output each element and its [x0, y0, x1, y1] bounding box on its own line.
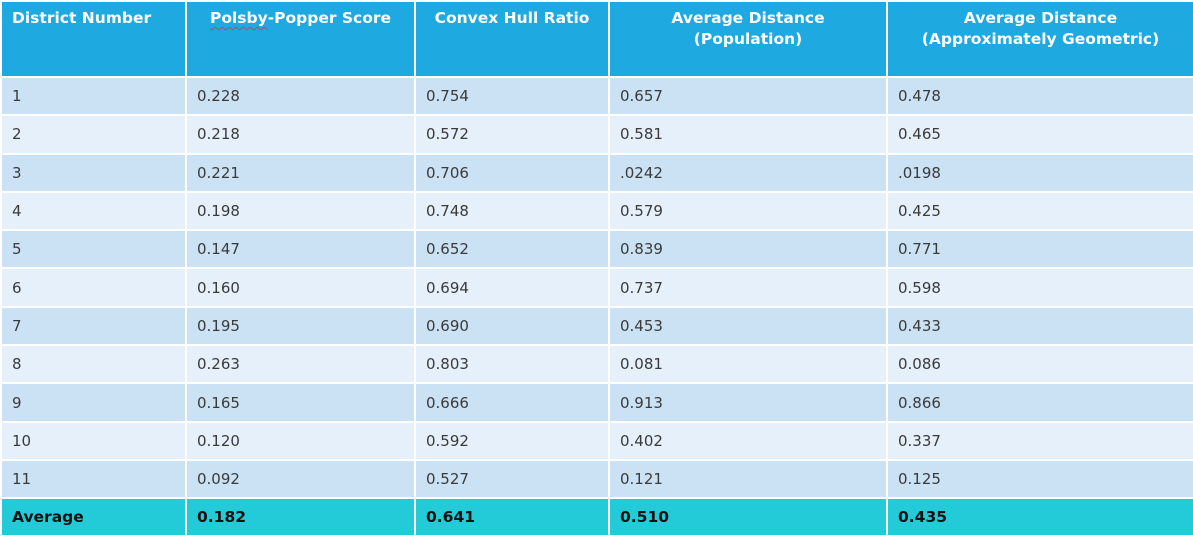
table-row: 11 0.092 0.527 0.121 0.125: [0, 458, 1193, 500]
convex-hull-cell: 0.690: [414, 305, 610, 347]
table-row: 9 0.165 0.666 0.913 0.866: [0, 382, 1193, 423]
average-polsby-popper-cell: 0.182: [185, 497, 416, 537]
table-footer: Average 0.182 0.641 0.510 0.435: [0, 497, 1193, 537]
convex-hull-cell: 0.754: [414, 75, 610, 117]
convex-hull-cell: 0.572: [414, 114, 610, 155]
avg-distance-population-cell: 0.121: [608, 458, 888, 500]
table-row: 2 0.218 0.572 0.581 0.465: [0, 114, 1193, 155]
avg-distance-geometric-cell: 0.478: [886, 75, 1193, 117]
table-row: 10 0.120 0.592 0.402 0.337: [0, 420, 1193, 461]
avg-distance-population-cell: 0.913: [608, 382, 888, 423]
polsby-popper-cell: 0.092: [185, 458, 416, 500]
convex-hull-cell: 0.592: [414, 420, 610, 461]
col-header-average-distance-population: Average Distance (Population): [608, 0, 888, 78]
col-header-convex-hull-ratio: Convex Hull Ratio: [414, 0, 610, 78]
col-header-district-number: District Number: [0, 0, 187, 78]
district-number-cell: 10: [0, 420, 187, 461]
district-number-cell: 1: [0, 75, 187, 117]
avg-distance-geometric-cell: 0.598: [886, 267, 1193, 308]
avg-distance-population-cell: 0.453: [608, 305, 888, 347]
convex-hull-cell: 0.706: [414, 152, 610, 193]
convex-hull-cell: 0.694: [414, 267, 610, 308]
polsby-popper-cell: 0.198: [185, 190, 416, 232]
table-row: 5 0.147 0.652 0.839 0.771: [0, 229, 1193, 270]
polsby-popper-cell: 0.218: [185, 114, 416, 155]
district-number-cell: 4: [0, 190, 187, 232]
district-number-cell: 11: [0, 458, 187, 500]
avg-distance-geometric-cell: 0.465: [886, 114, 1193, 155]
district-number-cell: 6: [0, 267, 187, 308]
table-row: 7 0.195 0.690 0.453 0.433: [0, 305, 1193, 347]
convex-hull-cell: 0.652: [414, 229, 610, 270]
table-row: 1 0.228 0.754 0.657 0.478: [0, 75, 1193, 117]
district-number-cell: 7: [0, 305, 187, 347]
average-convex-hull-cell: 0.641: [414, 497, 610, 537]
avg-distance-population-cell: 0.657: [608, 75, 888, 117]
average-row: Average 0.182 0.641 0.510 0.435: [0, 497, 1193, 537]
polsby-popper-cell: 0.165: [185, 382, 416, 423]
avg-distance-geometric-cell: 0.771: [886, 229, 1193, 270]
col-header-average-distance-geometric: Average Distance (Approximately Geometric…: [886, 0, 1193, 78]
avg-distance-geometric-cell: 0.866: [886, 382, 1193, 423]
average-distance-population-cell: 0.510: [608, 497, 888, 537]
avg-distance-population-cell: .0242: [608, 152, 888, 193]
avg-distance-geometric-cell: 0.086: [886, 344, 1193, 385]
average-distance-geometric-cell: 0.435: [886, 497, 1193, 537]
header-row: District Number Polsby-Popper Score Conv…: [0, 0, 1193, 78]
district-number-cell: 8: [0, 344, 187, 385]
avg-distance-population-cell: 0.839: [608, 229, 888, 270]
table-row: 4 0.198 0.748 0.579 0.425: [0, 190, 1193, 232]
avg-distance-population-cell: 0.402: [608, 420, 888, 461]
district-number-cell: 5: [0, 229, 187, 270]
table-header: District Number Polsby-Popper Score Conv…: [0, 0, 1193, 78]
district-number-cell: 3: [0, 152, 187, 193]
district-number-cell: 9: [0, 382, 187, 423]
convex-hull-cell: 0.748: [414, 190, 610, 232]
polsby-popper-cell: 0.221: [185, 152, 416, 193]
convex-hull-cell: 0.666: [414, 382, 610, 423]
table-body: 1 0.228 0.754 0.657 0.478 2 0.218 0.572 …: [0, 75, 1193, 500]
avg-distance-population-cell: 0.737: [608, 267, 888, 308]
table-row: 6 0.160 0.694 0.737 0.598: [0, 267, 1193, 308]
table-row: 8 0.263 0.803 0.081 0.086: [0, 344, 1193, 385]
average-label-cell: Average: [0, 497, 187, 537]
polsby-popper-cell: 0.120: [185, 420, 416, 461]
polsby-popper-cell: 0.160: [185, 267, 416, 308]
avg-distance-population-cell: 0.081: [608, 344, 888, 385]
polsby-popper-cell: 0.228: [185, 75, 416, 117]
district-number-cell: 2: [0, 114, 187, 155]
avg-distance-geometric-cell: 0.125: [886, 458, 1193, 500]
spellcheck-underlined-word: Polsby: [209, 9, 268, 27]
polsby-popper-cell: 0.195: [185, 305, 416, 347]
polsby-popper-cell: 0.263: [185, 344, 416, 385]
avg-distance-geometric-cell: 0.337: [886, 420, 1193, 461]
avg-distance-geometric-cell: .0198: [886, 152, 1193, 193]
avg-distance-geometric-cell: 0.425: [886, 190, 1193, 232]
col-header-polsby-popper-score: Polsby-Popper Score: [185, 0, 416, 78]
convex-hull-cell: 0.803: [414, 344, 610, 385]
convex-hull-cell: 0.527: [414, 458, 610, 500]
table-row: 3 0.221 0.706 .0242 .0198: [0, 152, 1193, 193]
avg-distance-population-cell: 0.579: [608, 190, 888, 232]
avg-distance-population-cell: 0.581: [608, 114, 888, 155]
polsby-popper-cell: 0.147: [185, 229, 416, 270]
avg-distance-geometric-cell: 0.433: [886, 305, 1193, 347]
